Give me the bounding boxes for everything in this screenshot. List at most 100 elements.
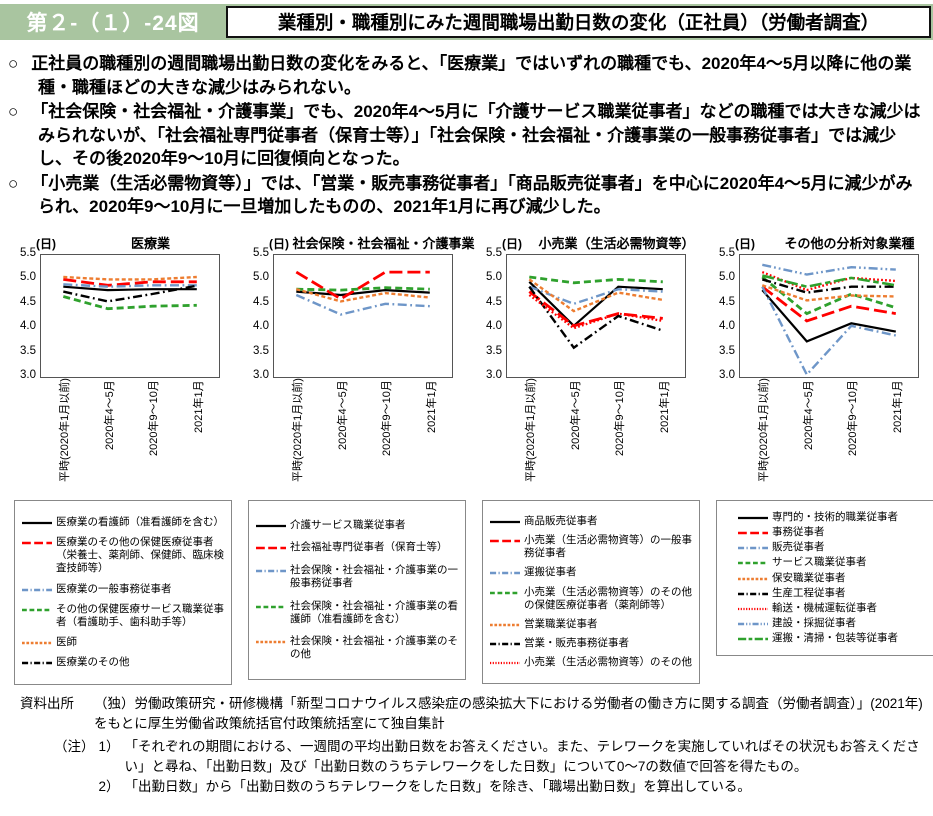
legend-line-sample bbox=[738, 531, 768, 535]
legend-line-sample bbox=[490, 572, 520, 575]
chart-title: 医療業 bbox=[130, 236, 170, 251]
series-line-3-1 bbox=[528, 281, 663, 328]
series-line-1-4 bbox=[62, 295, 197, 311]
chart-plot-area: 5.5 5.0 4.5 4.0 3.5 3.0 bbox=[12, 247, 245, 381]
legend-item: 専門的・技術的職業従事者 bbox=[723, 511, 929, 524]
legend-line-sample bbox=[22, 521, 52, 525]
bullet-point-3: ○ 「小売業（生活必需物資等）」では、「営業・販売事務従事者」「商品販売従事者」を… bbox=[8, 172, 928, 219]
legend-item: 社会保険・社会福祉・介護事業の看護師（准看護師を含む） bbox=[255, 600, 461, 626]
series-line-1-3 bbox=[63, 283, 197, 288]
legend-item: サービス職業従事者 bbox=[723, 556, 929, 569]
bullet-text: 正社員の職種別の週間職場出勤日数の変化をみると、「医療業」ではいずれの職種でも、… bbox=[31, 54, 912, 97]
x-tick-label: 2020年4～5月 bbox=[802, 380, 815, 450]
legend-label: 保安職業従事者 bbox=[772, 571, 846, 584]
series-line-2-3 bbox=[295, 293, 430, 316]
bullet-point-2: ○ 「社会保険・社会福祉・介護事業」でも、2020年4～5月に「介護サービス職業従… bbox=[8, 100, 928, 171]
legend-box-3: 商品販売従事者 小売業（生活必需物資等）の一般事務従事者 運搬従事者 小売業（生活必需… bbox=[482, 500, 700, 685]
legend-item: 医療業の一般事務従事者 bbox=[21, 583, 227, 596]
legend-line-sample bbox=[256, 524, 286, 527]
legend-item: 小売業（生活必需物資等）の一般事務従事者 bbox=[489, 534, 695, 560]
legend-item: 事務従事者 bbox=[723, 526, 929, 539]
legend-label: 営業・販売事務従事者 bbox=[524, 636, 629, 649]
chart-panel-4: (日) その他の分析対象業種 5.5 5.0 4.5 4.0 3.5 3.0 平時(2020年1… bbox=[711, 228, 933, 482]
series-line-1-6 bbox=[63, 284, 198, 303]
y-tick-label: 5.0 bbox=[20, 271, 36, 284]
legend-item: 社会保険・社会福祉・介護事業の一般事務従事者 bbox=[255, 564, 461, 590]
legends-row: 医療業の看護師（准看護師を含む） 医療業のその他の保健医療従事者（栄養士、薬剤師、… bbox=[14, 500, 933, 686]
legend-item: 介護サービス職業従事者 bbox=[255, 519, 461, 532]
legend-label: 販売従事者 bbox=[772, 541, 825, 554]
legend-line-sample bbox=[490, 623, 520, 626]
series-line-1-2 bbox=[63, 278, 197, 287]
bullet-circle-icon: ○ bbox=[8, 54, 19, 73]
axis-unit-label: (日) bbox=[735, 237, 755, 251]
x-tick-label: 2021年1月 bbox=[891, 380, 904, 433]
series-line-4-1 bbox=[761, 289, 897, 343]
chart-canvas bbox=[739, 254, 919, 378]
legend-item: 小売業（生活必需物資等）のその他 bbox=[489, 656, 695, 669]
y-tick-label: 3.0 bbox=[719, 369, 735, 381]
x-axis-labels: 平時(2020年1月以前) 2020年4～5月 2020年9～10月 2021年1月 bbox=[711, 378, 933, 482]
x-axis-labels: 平時(2020年1月以前) 2020年4～5月 2020年9～10月 2021年1月 bbox=[12, 378, 245, 482]
chart-title: 社会保険・社会福祉・介護事業 bbox=[292, 236, 475, 251]
legend-label: 営業職業従事者 bbox=[524, 617, 598, 630]
legend-line-sample bbox=[738, 516, 768, 520]
x-axis-labels: 平時(2020年1月以前) 2020年4～5月 2020年9～10月 2021年1月 bbox=[245, 378, 478, 482]
x-tick-label: 2020年9～10月 bbox=[381, 380, 394, 456]
legend-line-sample bbox=[256, 641, 286, 644]
chart-panel-1: (日) 医療業 5.5 5.0 4.5 4.0 3.5 3.0 平時(2020年1月以前) 202… bbox=[12, 228, 245, 482]
legend-label: 小売業（生活必需物資等）のその他の保健医療従事者（薬剤師等） bbox=[524, 585, 692, 611]
legend-line-sample bbox=[490, 642, 520, 646]
legend-item: 生産工程従事者 bbox=[723, 587, 929, 600]
series-line-3-6 bbox=[528, 285, 664, 350]
series-line-1-5 bbox=[63, 275, 197, 281]
axis-unit-label: (日) bbox=[269, 237, 289, 251]
legend-box-2: 介護サービス職業従事者 社会福祉専門従事者（保育士等） 社会保険・社会福祉・介護事業… bbox=[248, 500, 466, 680]
chart-panel-header: (日) 社会保険・社会福祉・介護事業 bbox=[245, 228, 478, 252]
series-line-3-7 bbox=[528, 294, 663, 330]
y-tick-label: 5.0 bbox=[486, 271, 502, 284]
legend-line-sample bbox=[490, 539, 520, 543]
y-tick-label: 5.0 bbox=[719, 271, 735, 284]
note-item-1: 1） 「それぞれの期間における、一週間の平均出勤日数をお答えください。また、テレ… bbox=[99, 737, 924, 778]
y-tick-label: 3.0 bbox=[20, 369, 36, 381]
legend-label: 運搬・清掃・包装等従事者 bbox=[772, 632, 898, 644]
source-row: 資料出所 （独）労働政策研究・研修機構「新型コロナウイルス感染症の感染拡大下にお… bbox=[20, 694, 923, 735]
note-number: 2） bbox=[98, 779, 120, 794]
legend-label: 医療業の一般事務従事者 bbox=[56, 582, 172, 595]
legend-item: 商品販売従事者 bbox=[489, 515, 695, 528]
legend-item: 建設・採掘従事者 bbox=[723, 617, 929, 630]
charts-row: (日) 医療業 5.5 5.0 4.5 4.0 3.5 3.0 平時(2020年1月以前) 202… bbox=[12, 228, 933, 482]
legend-label: 生産工程従事者 bbox=[772, 586, 846, 599]
legend-label: 社会保険・社会福祉・介護事業の看護師（准看護師を含む） bbox=[290, 599, 458, 625]
x-tick-label: 平時(2020年1月以前) bbox=[292, 378, 305, 482]
note-number: 1） bbox=[98, 738, 120, 754]
source-text: （独）労働政策研究・研修機構「新型コロナウイルス感染症の感染拡大下における労働者… bbox=[94, 696, 923, 732]
note-label: （注） bbox=[54, 738, 95, 754]
legend-label: 社会保険・社会福祉・介護事業の一般事務従事者 bbox=[290, 563, 458, 589]
chart-title: 小売業（生活必需物資等） bbox=[538, 236, 695, 251]
bullet-text: 「社会保険・社会福祉・介護事業」でも、2020年4～5月に「介護サービス職業従事… bbox=[31, 102, 921, 168]
legend-line-sample bbox=[22, 588, 52, 591]
legend-label: 医師 bbox=[56, 635, 77, 648]
series-line-4-4 bbox=[761, 275, 897, 316]
legend-item: 営業・販売事務従事者 bbox=[489, 637, 695, 650]
chart-canvas bbox=[273, 254, 453, 378]
x-tick-label: 2020年9～10月 bbox=[614, 380, 627, 456]
x-tick-label: 平時(2020年1月以前) bbox=[59, 378, 72, 482]
legend-line-sample bbox=[738, 592, 768, 595]
x-tick-label: 2020年4～5月 bbox=[336, 380, 349, 450]
chart-canvas bbox=[40, 254, 220, 378]
y-tick-label: 3.0 bbox=[486, 369, 502, 381]
y-tick-label: 4.5 bbox=[20, 295, 36, 308]
note-text: 「出勤日数」から「出勤日数のうちテレワークをした日数」を除き、「職場出勤日数」を… bbox=[124, 779, 751, 794]
legend-line-sample bbox=[256, 569, 286, 572]
legend-item: 医療業のその他 bbox=[21, 656, 227, 669]
legend-label: 介護サービス職業従事者 bbox=[290, 518, 406, 531]
x-tick-label: 2020年9～10月 bbox=[148, 380, 161, 456]
series-line-2-5 bbox=[295, 288, 430, 303]
series-line-4-7 bbox=[761, 271, 896, 292]
x-tick-label: 2020年4～5月 bbox=[569, 380, 582, 450]
bullet-text: 「小売業（生活必需物資等）」では、「営業・販売事務従事者」「商品販売従事者」を中… bbox=[31, 173, 913, 217]
